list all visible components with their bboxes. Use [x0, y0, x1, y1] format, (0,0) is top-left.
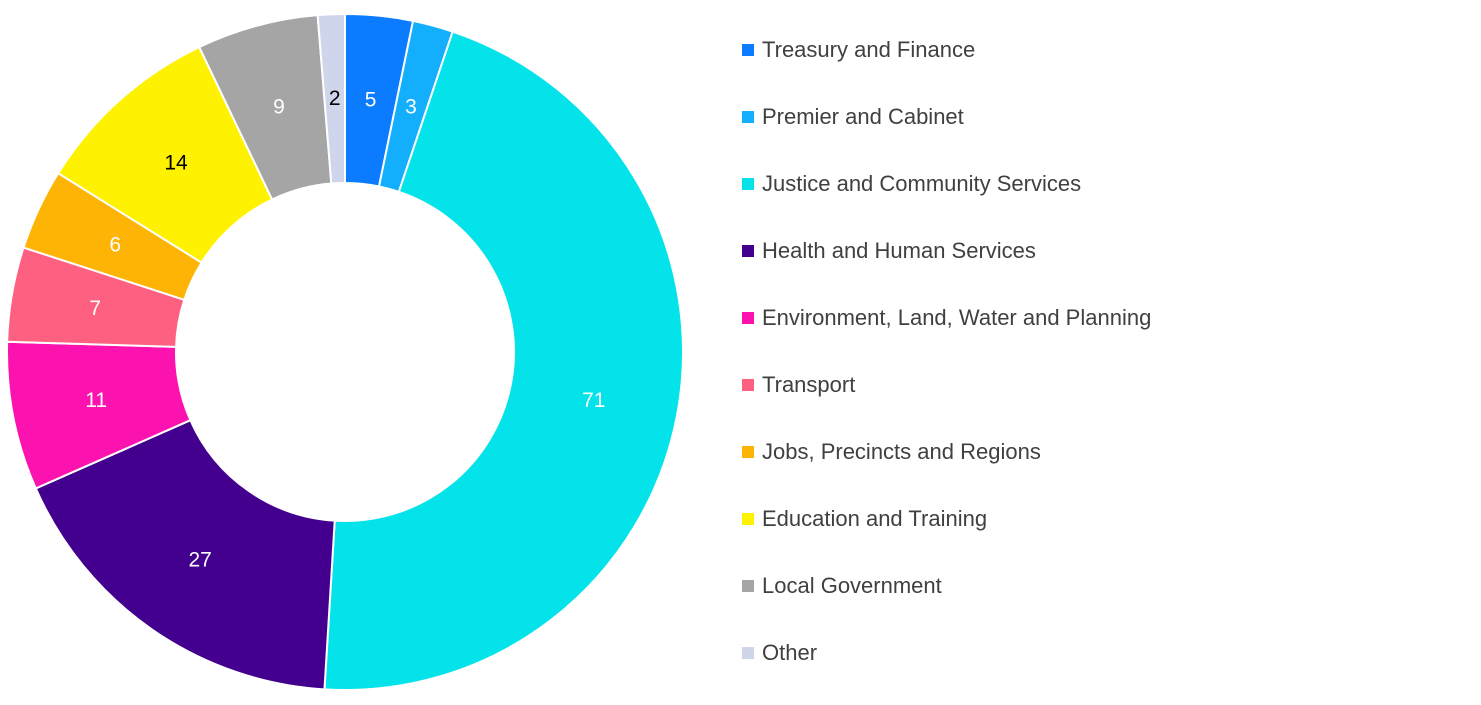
legend-item-environment-land-water-and-planning: Environment, Land, Water and Planning — [742, 301, 1462, 368]
legend-item-justice-and-community-services: Justice and Community Services — [742, 167, 1462, 234]
slice-other — [316, 12, 346, 185]
legend-label: Premier and Cabinet — [762, 104, 964, 129]
legend-item-other: Other — [742, 636, 1462, 703]
legend-label: Environment, Land, Water and Planning — [762, 305, 1152, 330]
legend-swatch — [742, 111, 754, 123]
slice-value-label-other: 2 — [329, 87, 341, 110]
legend-item-treasury-and-finance: Treasury and Finance — [742, 33, 1462, 100]
legend-swatch — [742, 513, 754, 525]
slice-value-label-environment-land-water-and-planning: 11 — [85, 389, 107, 412]
legend-label: Justice and Community Services — [762, 171, 1082, 196]
slice-value-label-local-government: 9 — [273, 96, 285, 119]
legend-swatch — [742, 245, 754, 257]
slice-value-label-justice-and-community-services: 71 — [582, 389, 605, 412]
legend-label: Local Government — [762, 573, 942, 598]
slice-justice-and-community-services — [323, 30, 684, 691]
legend-label: Education and Training — [762, 506, 988, 531]
legend-label: Jobs, Precincts and Regions — [762, 439, 1041, 464]
legend-label: Other — [762, 640, 818, 665]
slice-value-label-transport: 7 — [89, 297, 101, 320]
legend-item-education-and-training: Education and Training — [742, 502, 1462, 569]
legend-swatch — [742, 446, 754, 458]
legend-swatch — [742, 312, 754, 324]
legend-item-local-government: Local Government — [742, 569, 1462, 636]
legend-swatch — [742, 647, 754, 659]
legend-item-health-and-human-services: Health and Human Services — [742, 234, 1462, 301]
legend-swatch — [742, 178, 754, 190]
chart-legend: Treasury and Finance Premier and Cabinet J… — [742, 33, 1462, 703]
legend-label: Health and Human Services — [762, 238, 1036, 263]
legend-item-jobs-precincts-and-regions: Jobs, Precincts and Regions — [742, 435, 1462, 502]
slice-value-label-education-and-training: 14 — [164, 152, 188, 175]
legend-swatch — [742, 379, 754, 391]
legend-label: Transport — [762, 372, 856, 397]
legend-label: Treasury and Finance — [762, 37, 976, 62]
donut-chart: 5 3 71 27 11 7 6 14 9 2 — [0, 0, 700, 705]
legend-swatch — [742, 44, 754, 56]
legend-swatch — [742, 580, 754, 592]
donut-chart-svg: 5 3 71 27 11 7 6 14 9 2 — [6, 12, 684, 691]
legend-item-premier-and-cabinet: Premier and Cabinet — [742, 100, 1462, 167]
slice-value-label-premier-and-cabinet: 3 — [405, 96, 417, 119]
slice-value-label-jobs-precincts-and-regions: 6 — [109, 233, 121, 256]
slice-value-label-health-and-human-services: 27 — [189, 549, 212, 572]
legend-item-transport: Transport — [742, 368, 1462, 435]
slice-health-and-human-services — [34, 418, 336, 691]
slice-value-label-treasury-and-finance: 5 — [365, 88, 377, 111]
